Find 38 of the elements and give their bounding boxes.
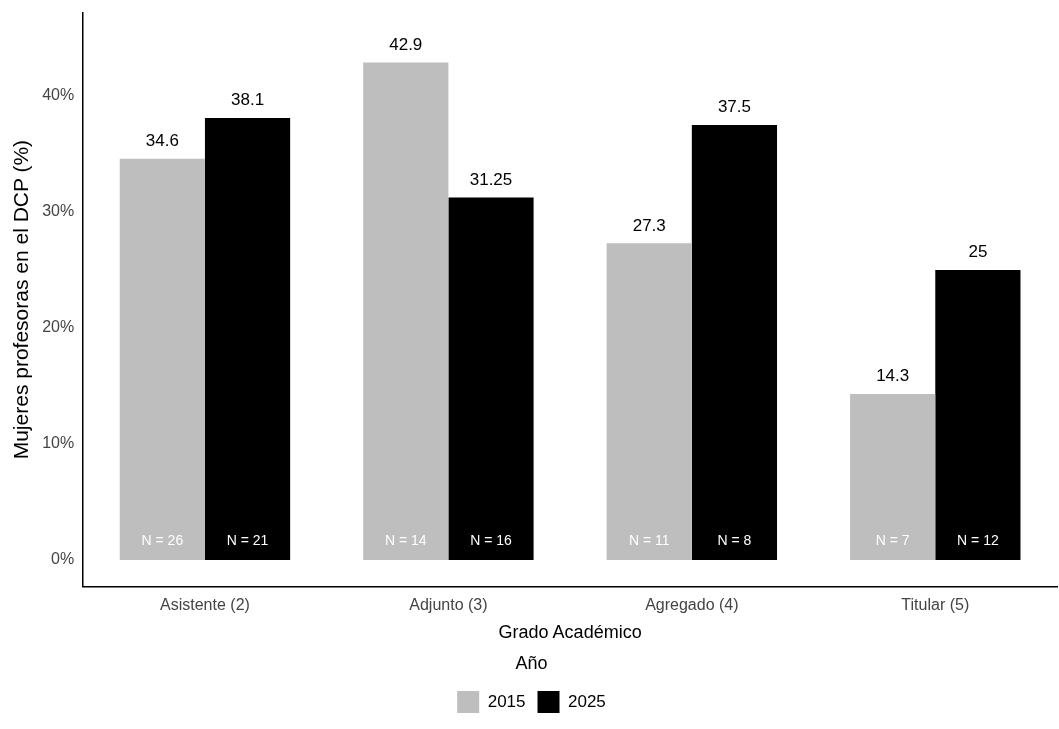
- bar: [606, 243, 692, 560]
- bar: [363, 62, 449, 560]
- y-tick-label: 40%: [42, 86, 75, 104]
- legend-title: Año: [515, 653, 548, 674]
- y-tick-label: 20%: [42, 318, 75, 336]
- bar: [448, 197, 534, 560]
- bar: [119, 158, 205, 560]
- data-label: 14.3: [876, 366, 910, 386]
- x-tick-label: Agregado (4): [645, 595, 739, 613]
- annotation: N = 21: [226, 531, 269, 548]
- data-label: 31.25: [469, 169, 513, 189]
- bar: [204, 118, 291, 560]
- annotation: N = 8: [717, 531, 752, 548]
- x-axis-title: Grado Académico: [498, 621, 642, 642]
- data-label: 25: [968, 242, 988, 262]
- annotation: N = 16: [470, 531, 513, 548]
- y-tick-label: 10%: [42, 434, 75, 452]
- legend-label: 2025: [568, 691, 606, 711]
- annotation: N = 14: [384, 531, 427, 548]
- annotation: N = 26: [141, 531, 184, 548]
- data-label: 37.5: [717, 97, 751, 117]
- annotation: N = 12: [957, 531, 999, 548]
- data-label: 42.9: [389, 34, 423, 54]
- y-axis-title: Mujeres profesoras en el DCP (%): [9, 139, 33, 460]
- x-tick-label: Titular (5): [901, 595, 970, 613]
- annotation: N = 11: [628, 531, 670, 548]
- bar: [850, 394, 936, 560]
- data-label: 27.3: [632, 215, 666, 235]
- bar: [935, 270, 1021, 560]
- x-tick-label: Adjunto (3): [409, 595, 488, 613]
- annotation: N = 7: [875, 531, 910, 548]
- data-label: 34.6: [145, 130, 179, 150]
- legend-label: 2015: [487, 691, 526, 711]
- y-tick-label: 30%: [42, 202, 75, 220]
- x-tick-label: Asistente (2): [160, 595, 250, 613]
- y-tick-label: 0%: [51, 550, 75, 568]
- bar: [691, 125, 778, 560]
- data-label: 38.1: [231, 90, 265, 110]
